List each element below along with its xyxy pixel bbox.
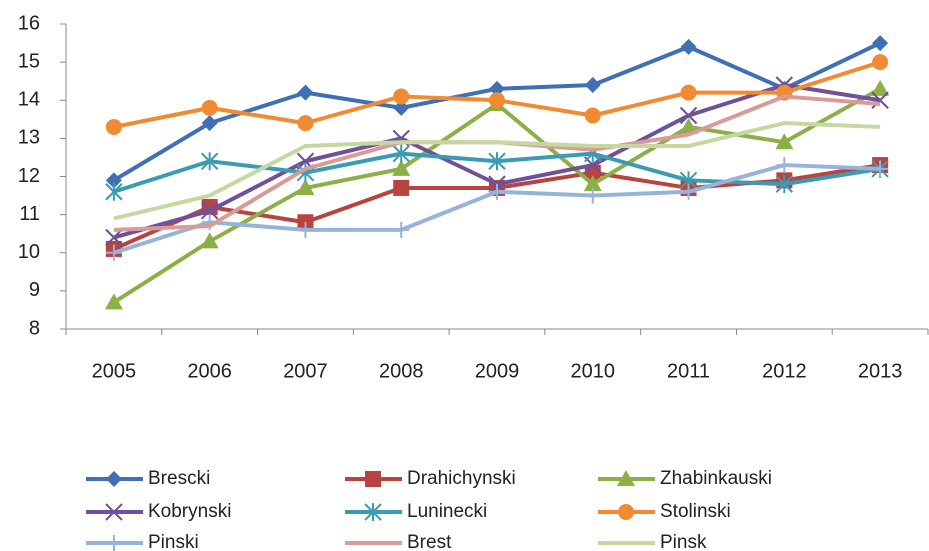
marker — [680, 38, 697, 55]
marker — [365, 471, 381, 487]
legend-label: Pinski — [148, 532, 199, 551]
marker — [105, 244, 122, 261]
marker — [105, 228, 123, 247]
marker — [679, 117, 698, 134]
marker — [105, 182, 123, 201]
marker — [680, 183, 697, 200]
marker — [200, 202, 219, 220]
marker — [392, 144, 410, 163]
y-tick-label: 8 — [29, 317, 40, 339]
x-tick-label: 2009 — [475, 360, 520, 382]
y-tick-label: 16 — [18, 12, 40, 34]
marker — [364, 503, 382, 521]
legend-label: Brest — [407, 532, 452, 551]
marker — [489, 183, 505, 200]
y-tick-label: 10 — [18, 241, 40, 263]
marker — [583, 175, 602, 192]
marker — [297, 221, 314, 238]
marker — [775, 133, 794, 150]
marker — [200, 232, 219, 249]
legend-label: Kobrynski — [148, 501, 231, 522]
marker — [393, 221, 410, 238]
marker — [618, 504, 634, 520]
marker — [297, 115, 314, 132]
marker — [392, 159, 411, 176]
marker — [488, 152, 506, 171]
legend: Brescki Drahichynski Zhabinkauski Kobrynski… — [86, 468, 772, 551]
marker — [200, 152, 219, 171]
marker — [871, 79, 890, 96]
marker — [872, 35, 889, 52]
marker — [680, 84, 697, 101]
legend-label: Zhabinkauski — [660, 468, 772, 489]
legend-label: Drahichynski — [407, 468, 516, 489]
y-tick-label: 11 — [19, 203, 40, 225]
marker — [105, 118, 122, 135]
marker — [679, 106, 698, 125]
x-tick-label: 2006 — [187, 360, 232, 382]
marker — [489, 80, 505, 97]
y-tick-label: 9 — [29, 279, 40, 301]
x-tick-label: 2008 — [379, 360, 424, 382]
y-tick-label: 15 — [18, 50, 40, 72]
x-tick-label: 2012 — [762, 360, 807, 382]
x-tick-label: 2005 — [92, 360, 137, 382]
legend-label: Pinsk — [660, 532, 707, 551]
marker — [776, 157, 793, 174]
marker — [393, 88, 410, 105]
marker — [617, 470, 635, 486]
x-tick-label: 2011 — [667, 360, 710, 382]
legend-label: Stolinski — [660, 501, 731, 522]
legend-label: Lunineckі — [407, 501, 487, 522]
x-tick-label: 2010 — [571, 360, 616, 382]
marker — [106, 535, 122, 551]
x-tick-label: 2013 — [858, 360, 903, 382]
marker — [296, 178, 315, 195]
marker — [105, 172, 122, 189]
marker — [105, 503, 123, 521]
series-line — [113, 121, 881, 221]
marker — [297, 84, 314, 101]
marker — [393, 99, 410, 116]
marker — [489, 92, 505, 109]
marker — [872, 160, 889, 177]
marker — [584, 107, 601, 124]
marker — [106, 471, 122, 487]
marker — [393, 179, 410, 196]
y-tick-label: 13 — [18, 127, 40, 149]
marker — [584, 187, 601, 204]
y-tick-label: 12 — [18, 165, 40, 187]
series-line — [113, 163, 881, 251]
legend-label: Brescki — [148, 468, 210, 489]
marker — [872, 54, 889, 71]
marker — [104, 293, 123, 310]
marker — [201, 99, 218, 116]
marker — [201, 115, 218, 132]
x-tick-label: 2007 — [283, 360, 328, 382]
marker — [584, 77, 601, 93]
y-tick-label: 14 — [18, 89, 40, 111]
marker — [775, 175, 794, 194]
